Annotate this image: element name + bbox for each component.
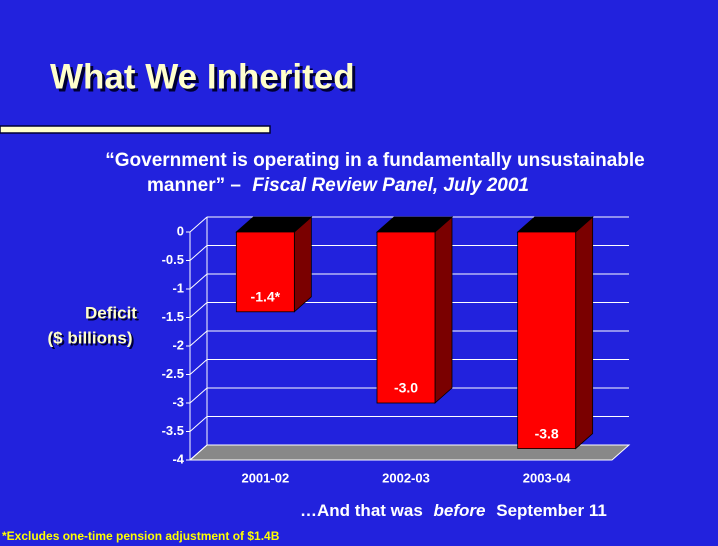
y-label-unit: ($ billions)	[48, 328, 133, 347]
value-label: -3.8	[535, 425, 559, 441]
annotation: …And that was before September 11	[300, 501, 607, 520]
bar	[517, 231, 577, 450]
y-tick-label: -1.5	[162, 309, 184, 324]
title-shadow: What We Inherited	[53, 60, 358, 99]
grid-line	[189, 359, 208, 375]
value-label: -3.0	[394, 380, 418, 396]
y-label-unit-shadow: ($ billions)	[50, 330, 135, 349]
grid-line	[189, 245, 208, 261]
grid-line	[189, 273, 208, 290]
grid-line	[189, 330, 208, 347]
x-tick-label: 2002-03	[382, 470, 430, 485]
y-tick-label: -4	[172, 451, 184, 466]
y-tick-label: -1	[172, 280, 184, 295]
grid-line	[189, 216, 208, 233]
y-tick-label: -3.5	[162, 423, 184, 438]
value-label: -1.4*	[251, 289, 281, 305]
bar	[376, 231, 436, 404]
y-tick-label: 0	[177, 223, 184, 238]
y-tick-label: -0.5	[162, 252, 184, 267]
grid-line	[189, 387, 208, 404]
subtitle-quote: manner” –	[147, 175, 241, 196]
annotation-part: before	[434, 501, 486, 520]
grid-line	[189, 444, 208, 461]
x-tick-label: 2001-02	[241, 470, 289, 485]
subtitle-line1: “Government is operating in a fundamenta…	[105, 150, 645, 171]
bar-side	[434, 216, 453, 404]
footnote: *Excludes one-time pension adjustment of…	[2, 529, 280, 543]
y-label: Deficit	[85, 303, 137, 322]
bar-side	[575, 216, 594, 450]
y-tick-label: -2	[172, 337, 184, 352]
grid-line	[189, 302, 208, 318]
grid-line	[189, 416, 208, 432]
title-rule	[0, 125, 271, 134]
annotation-part: September 11	[496, 501, 607, 520]
subtitle-source: Fiscal Review Panel, July 2001	[252, 175, 529, 196]
subtitle-line2: manner” – Fiscal Review Panel, July 2001	[147, 175, 529, 196]
x-tick-label: 2003-04	[523, 470, 571, 485]
title: What We Inherited	[50, 57, 355, 96]
bar-side	[293, 216, 312, 313]
y-tick-label: -3	[172, 394, 184, 409]
annotation-part: …And that was	[300, 501, 423, 520]
bar	[235, 231, 295, 313]
y-tick-label: -2.5	[162, 366, 184, 381]
y-label-shadow: Deficit	[87, 305, 139, 324]
